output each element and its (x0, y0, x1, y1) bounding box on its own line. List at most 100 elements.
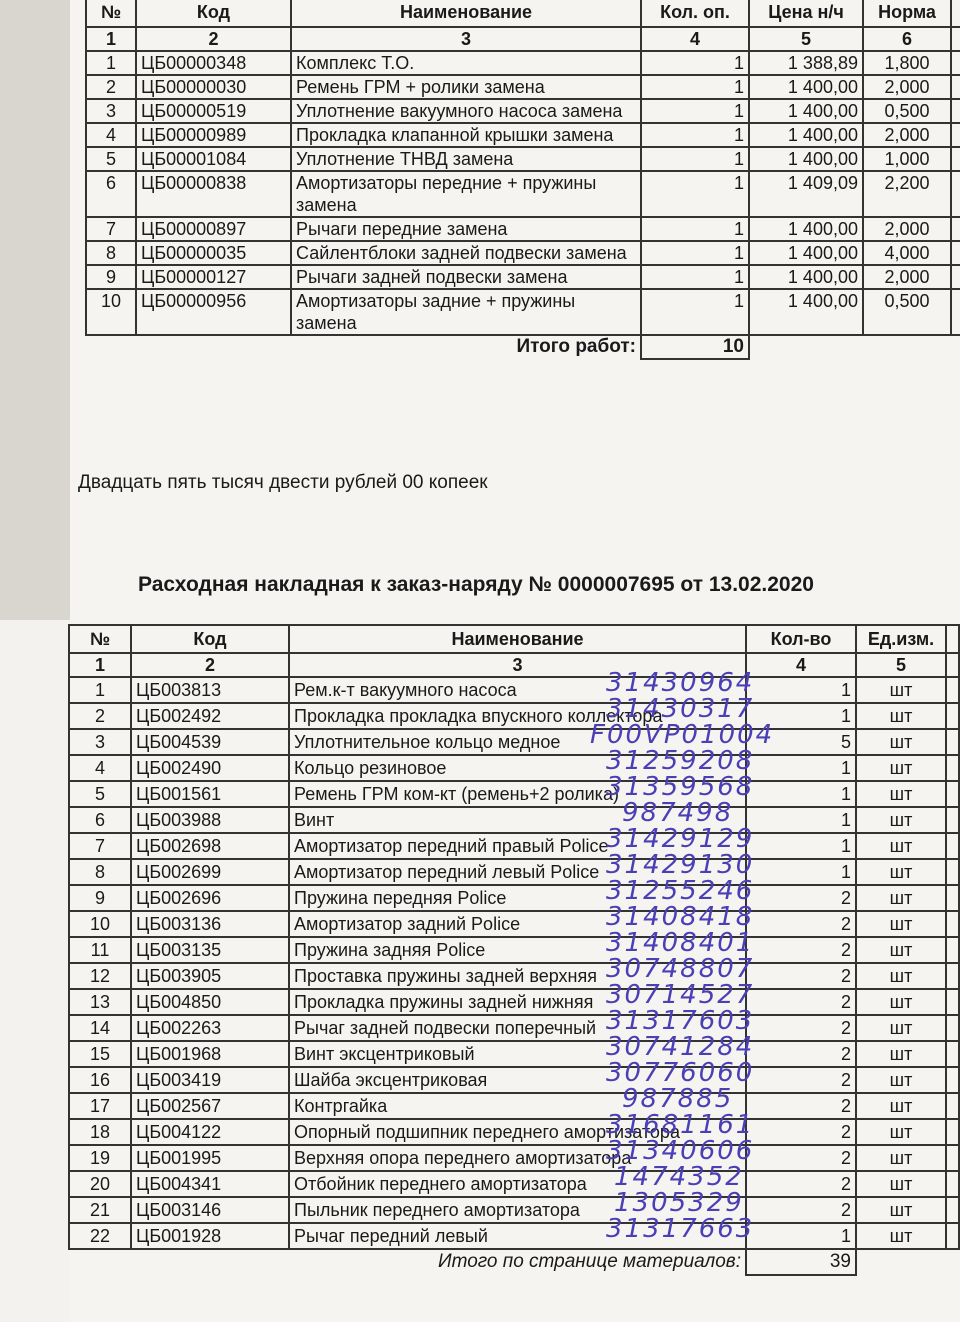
material-name: Шайба эксцентриковая (294, 1070, 488, 1090)
material-extra (945, 806, 960, 834)
work-code: ЦБ00000956 (135, 288, 292, 336)
material-code: ЦБ004539 (130, 728, 290, 756)
work-qty: 1 (640, 98, 750, 124)
handwritten-part-number: 31681161 (606, 1110, 755, 1140)
row-number: 1 (68, 676, 132, 704)
row-number: 8 (68, 858, 132, 886)
colnum (950, 26, 960, 52)
header-name: Наименование (290, 0, 642, 28)
header-qty: Кол. оп. (640, 0, 750, 28)
material-row: 4 ЦБ002490 Кольцо резиновое 31259208 1 шт (68, 748, 960, 782)
colnum: 3 (290, 26, 642, 52)
header-unit: Ед.изм. (855, 624, 947, 654)
header-name: Наименование (288, 624, 747, 654)
work-price: 1 400,00 (748, 98, 864, 124)
material-qty: 1 (745, 1222, 857, 1250)
material-name-cell: Кольцо резиновое 31259208 (288, 748, 752, 782)
material-qty: 1 (745, 754, 857, 782)
material-unit: шт (855, 1170, 947, 1198)
work-norm: 2,000 (862, 216, 952, 242)
material-name-cell: Проставка пружины задней верхняя 30748807 (288, 956, 752, 990)
material-unit: шт (855, 676, 947, 704)
work-price: 1 409,09 (748, 170, 864, 218)
work-price: 1 400,00 (748, 74, 864, 100)
work-code: ЦБ00001084 (135, 146, 292, 172)
work-price: 1 400,00 (748, 216, 864, 242)
material-name-cell: Шайба эксцентриковая 30776060 (288, 1060, 752, 1094)
material-name: Верхняя опора переднего амортизатора (294, 1148, 632, 1168)
material-extra (945, 988, 960, 1016)
work-row: 7 ЦБ00000897 Рычаги передние замена 1 1 400,… (85, 216, 960, 242)
works-header-row: № Код Наименование Кол. оп. Цена н/ч Нор… (85, 0, 960, 28)
row-number: 8 (85, 240, 137, 266)
colnum: 5 (748, 26, 864, 52)
material-name: Амортизатор передний правый Police (294, 836, 609, 856)
material-name-cell: Рычаг передний левый 31317663 (288, 1216, 752, 1250)
material-name: Ремень ГРМ ком-кт (ремень+2 ролика) (294, 784, 619, 804)
header-num: № (68, 624, 132, 654)
work-code: ЦБ00000519 (135, 98, 292, 124)
material-extra (945, 832, 960, 860)
material-row: 6 ЦБ003988 Винт 987498 1 шт (68, 800, 960, 834)
row-number: 13 (68, 988, 132, 1016)
material-qty: 2 (745, 910, 857, 938)
header-extra (945, 624, 960, 654)
material-name-cell: Уплотнительное кольцо медное F00VP01004 (288, 722, 772, 756)
handwritten-part-number: 31340606 (606, 1136, 755, 1166)
work-row: 8 ЦБ00000035 Сайлентблоки задней подвески … (85, 240, 960, 266)
material-unit: шт (855, 1014, 947, 1042)
row-number: 9 (85, 264, 137, 290)
material-name: Амортизатор передний левый Police (294, 862, 600, 882)
material-name-cell: Верхняя опора переднего амортизатора 3134… (288, 1138, 752, 1172)
work-row: 5 ЦБ00001084 Уплотнение ТНВД замена 1 1 400,… (85, 146, 960, 172)
material-row: 19 ЦБ001995 Верхняя опора переднего аморти… (68, 1138, 960, 1172)
material-code: ЦБ003988 (130, 806, 290, 834)
work-name: Амортизаторы задние + пружины замена (290, 288, 642, 336)
handwritten-part-number: 31429129 (606, 824, 755, 854)
material-row: 8 ЦБ002699 Амортизатор передний левый Poli… (68, 852, 960, 886)
material-code: ЦБ004341 (130, 1170, 290, 1198)
work-norm: 1,800 (862, 50, 952, 76)
header-extra (950, 0, 960, 28)
handwritten-part-number: 30741284 (606, 1032, 755, 1062)
material-extra (945, 910, 960, 938)
material-unit: шт (855, 1066, 947, 1094)
handwritten-part-number: 987498 (622, 798, 734, 828)
header-qty: Кол-во (745, 624, 857, 654)
material-qty: 2 (745, 988, 857, 1016)
material-code: ЦБ002567 (130, 1092, 290, 1120)
materials-colnum-row: 1 2 3 4 5 (68, 652, 960, 678)
colnum: 1 (68, 652, 132, 678)
row-number: 2 (85, 74, 137, 100)
work-extra (950, 216, 960, 242)
works-total-qty: 10 (640, 334, 750, 360)
material-extra (945, 1222, 960, 1250)
material-qty: 2 (745, 884, 857, 912)
work-name: Комплекс Т.О. (290, 50, 642, 76)
work-code: ЦБ00000030 (135, 74, 292, 100)
materials-table: № Код Наименование Кол-во Ед.изм. 1 2 3 … (68, 624, 960, 1276)
material-code: ЦБ003136 (130, 910, 290, 938)
handwritten-part-number: 31359568 (606, 772, 755, 802)
material-code: ЦБ001561 (130, 780, 290, 808)
material-qty: 2 (745, 1170, 857, 1198)
row-number: 16 (68, 1066, 132, 1094)
material-row: 21 ЦБ003146 Пыльник переднего амортизатора… (68, 1190, 960, 1224)
work-price: 1 400,00 (748, 146, 864, 172)
works-total-row: Итого работ: 10 (86, 334, 960, 360)
material-code: ЦБ002699 (130, 858, 290, 886)
material-qty: 2 (745, 1040, 857, 1068)
work-qty: 1 (640, 288, 750, 336)
material-name-cell: Амортизатор задний Police 31408418 (288, 904, 752, 938)
material-name-cell: Опорный подшипник переднего амортизатора… (288, 1112, 752, 1146)
colnum: 2 (130, 652, 290, 678)
row-number: 3 (85, 98, 137, 124)
handwritten-part-number: 1305329 (614, 1188, 744, 1218)
material-code: ЦБ003419 (130, 1066, 290, 1094)
handwritten-part-number: 31259208 (606, 746, 755, 776)
material-qty: 1 (745, 858, 857, 886)
material-name: Проставка пружины задней верхняя (294, 966, 597, 986)
row-number: 20 (68, 1170, 132, 1198)
work-name: Рычаги задней подвески замена (290, 264, 642, 290)
material-qty: 2 (745, 1066, 857, 1094)
